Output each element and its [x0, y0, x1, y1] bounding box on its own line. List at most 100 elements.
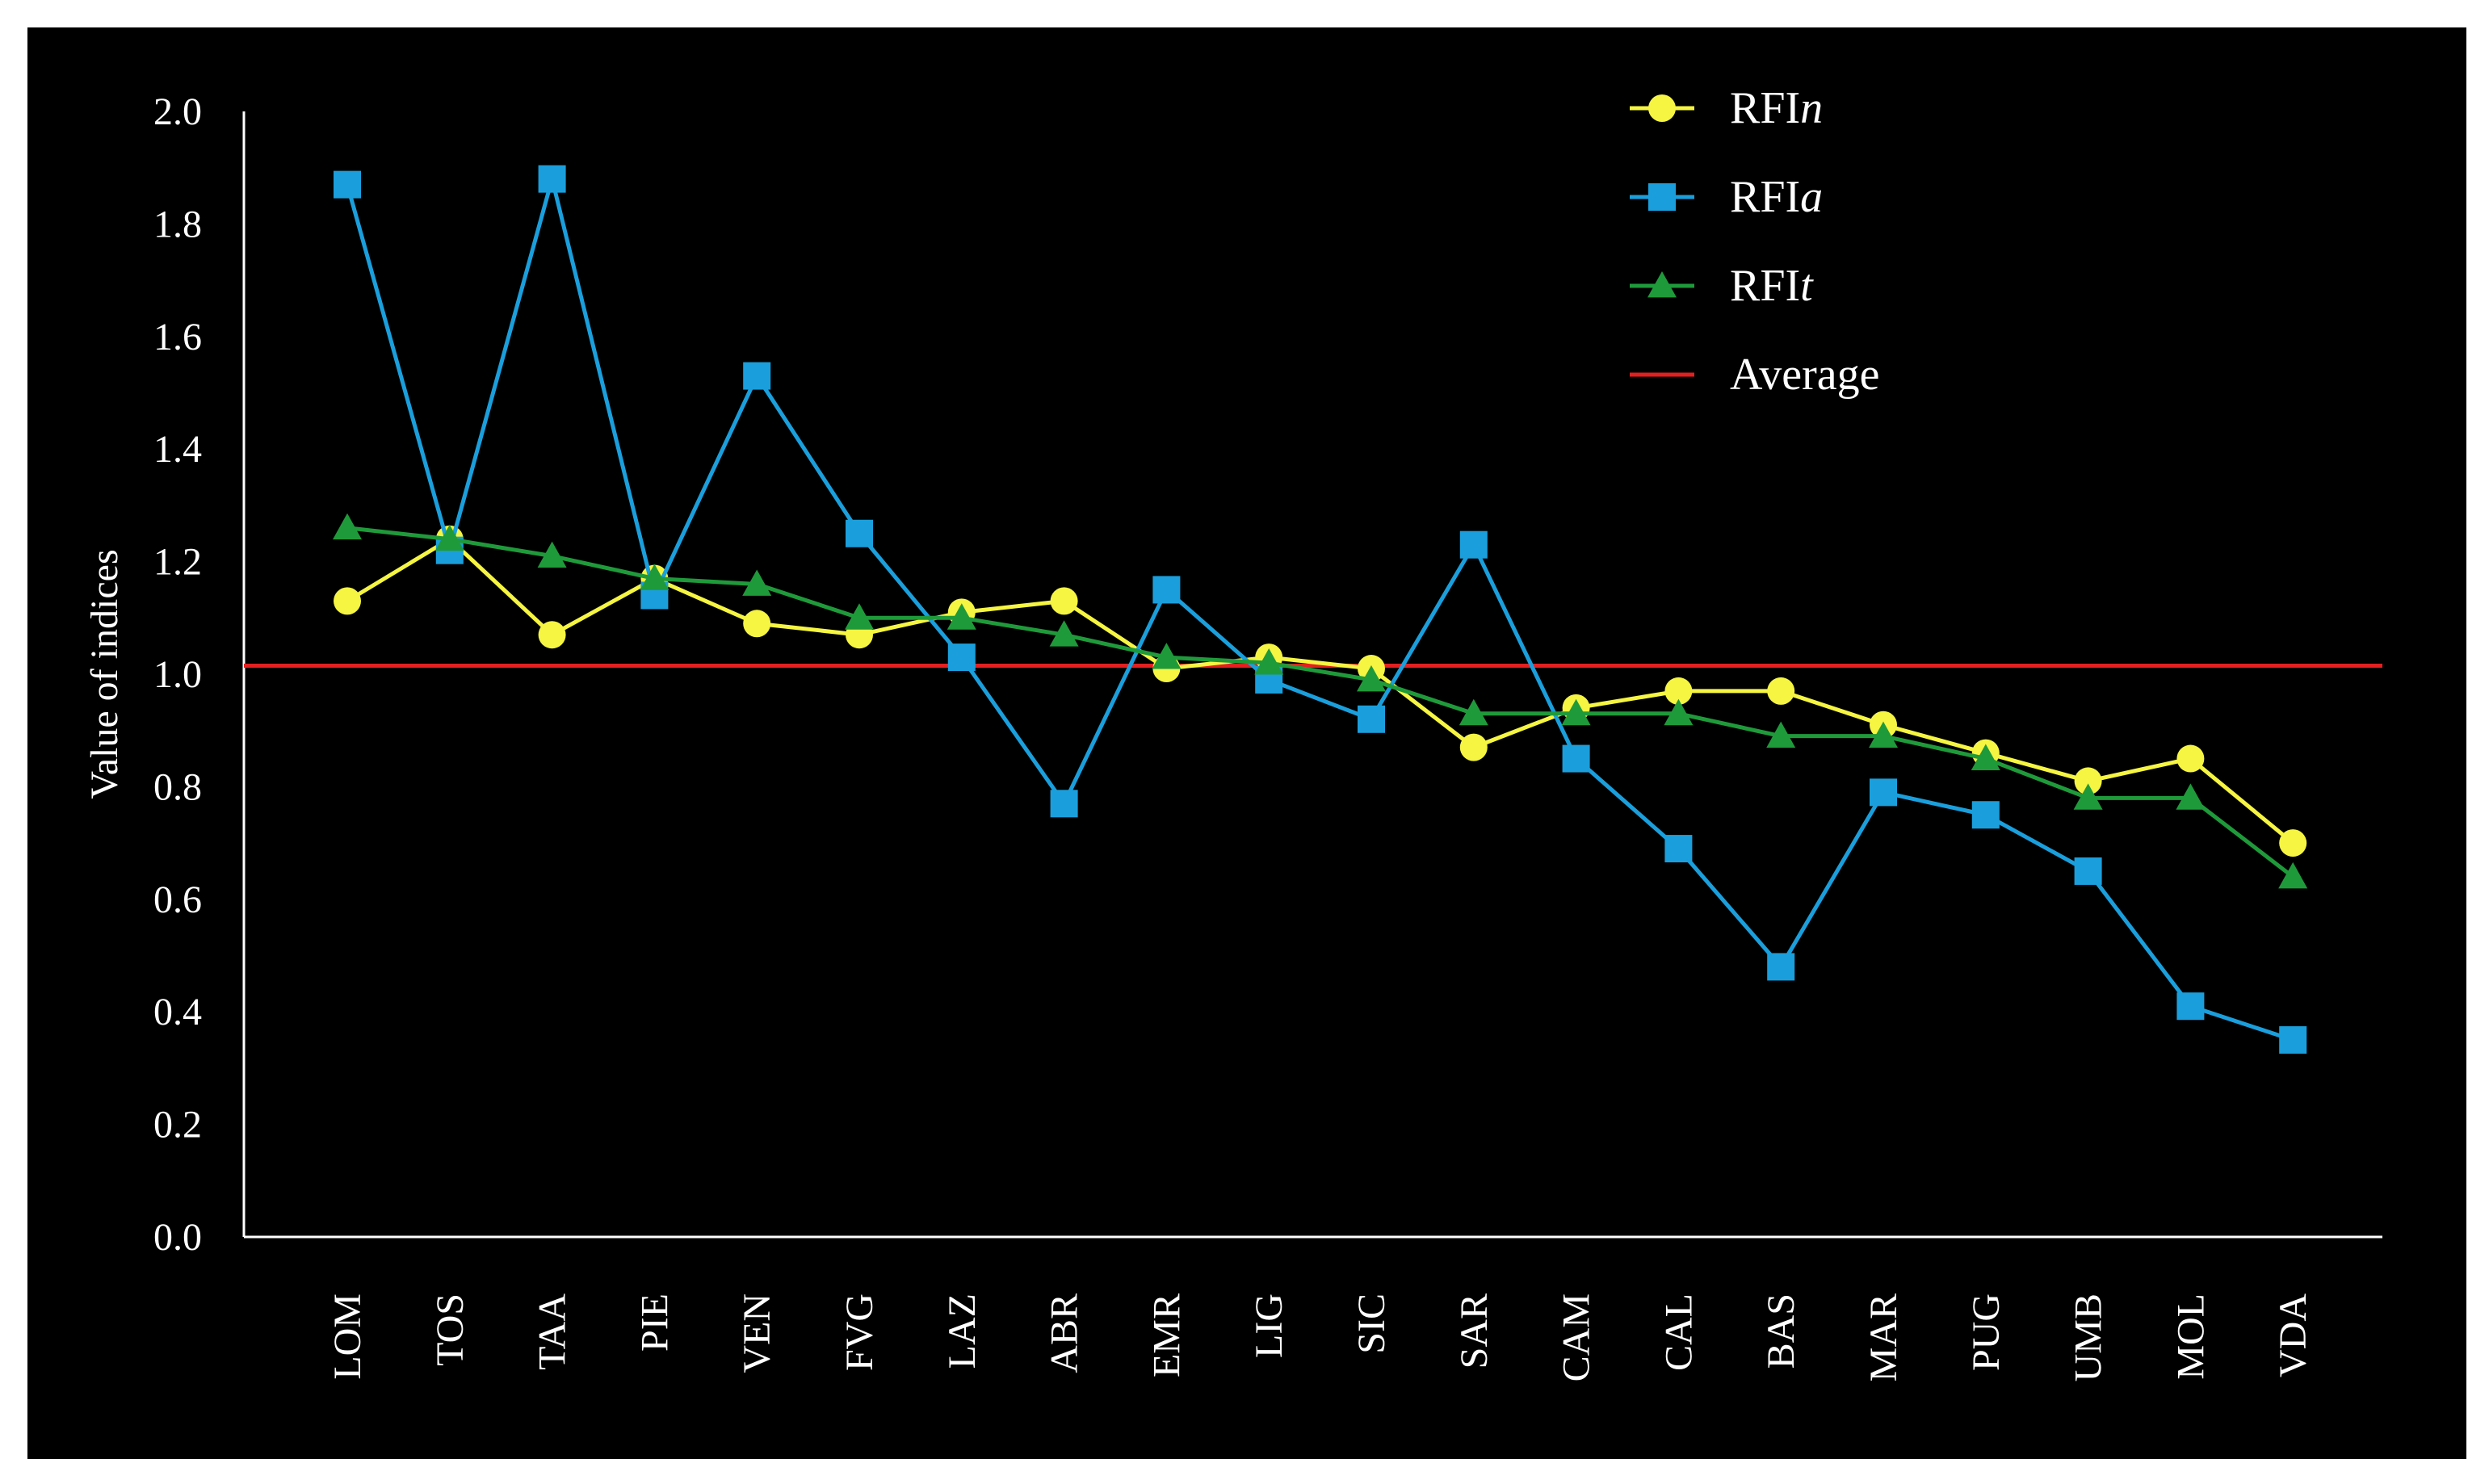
- data-point-rfia: [1152, 576, 1181, 604]
- x-category-label: LOM: [326, 1293, 369, 1380]
- data-point-rfin: [743, 610, 771, 638]
- legend-label-base: RFI: [1730, 172, 1800, 222]
- data-point-rfia: [1664, 835, 1693, 863]
- series-line-rfit: [346, 526, 2294, 878]
- data-point-rfin: [334, 587, 361, 615]
- data-point-rfit: [1664, 698, 1694, 726]
- data-point-rfit: [537, 541, 567, 568]
- data-point-rfia: [538, 165, 566, 193]
- x-category-label: SAR: [1453, 1293, 1496, 1369]
- data-point-rfia: [846, 519, 873, 547]
- data-point-rfit: [1561, 698, 1591, 726]
- series-rfia: [334, 165, 2307, 1054]
- x-category-label: VDA: [2272, 1293, 2315, 1377]
- y-tick-label: 1.4: [153, 428, 202, 471]
- legend-label-base: RFI: [1730, 261, 1800, 311]
- series-line-rfia: [345, 177, 2294, 1042]
- data-point-rfia: [1870, 778, 1897, 807]
- legend-marker-rfin: [1648, 94, 1676, 122]
- x-category-label: SIC: [1350, 1293, 1393, 1354]
- legend-label-rfit: RFIt: [1730, 261, 1814, 311]
- data-point-rfia: [1050, 790, 1078, 818]
- y-tick-label: 0.6: [153, 878, 202, 921]
- data-point-rfia: [743, 362, 771, 390]
- chart-background: [27, 27, 2466, 1459]
- legend-item-rfia: RFIa: [1630, 172, 1823, 222]
- data-point-rfia: [1562, 744, 1590, 773]
- x-category-label: TAA: [531, 1293, 574, 1370]
- data-point-rfit: [1766, 721, 1796, 748]
- legend-label-average: Average: [1730, 350, 1880, 400]
- data-point-rfit: [1049, 620, 1079, 647]
- data-point-rfit: [1869, 721, 1898, 748]
- series-line-rfin: [346, 537, 2294, 845]
- y-tick-labels: 0.0 0.2 0.4 0.6 0.8 1.0 1.2 1.4 1.6 1.8 2.0: [153, 90, 202, 1259]
- y-tick-label: 0.4: [153, 991, 202, 1033]
- data-point-rfia: [2279, 1026, 2307, 1054]
- data-point-rfia: [1358, 705, 1385, 733]
- legend-item-average: Average: [1630, 350, 1880, 400]
- x-category-label: EMR: [1145, 1293, 1188, 1377]
- y-tick-label: 1.6: [153, 316, 202, 358]
- data-point-rfin: [1459, 733, 1488, 761]
- y-axis-title: Value of indices: [83, 549, 126, 799]
- data-point-rfit: [640, 564, 669, 590]
- x-category-label: PIE: [633, 1293, 676, 1352]
- data-point-rfit: [742, 569, 772, 596]
- series-group: [333, 165, 2308, 1054]
- x-category-label: BAS: [1760, 1293, 1803, 1369]
- data-point-rfin: [2176, 744, 2205, 773]
- data-point-rfin: [1664, 677, 1693, 705]
- data-point-rfia: [334, 170, 361, 199]
- data-point-rfin: [2074, 767, 2102, 795]
- y-tick-label: 2.0: [153, 90, 202, 133]
- x-category-label: CAM: [1555, 1293, 1598, 1381]
- series-rfit: [333, 513, 2308, 889]
- x-category-label: MOL: [2169, 1293, 2212, 1380]
- data-point-rfit: [2176, 783, 2206, 810]
- data-point-rfit: [1357, 664, 1386, 692]
- data-point-rfit: [434, 524, 464, 551]
- data-point-rfin: [1767, 677, 1795, 705]
- legend-label-suffix: t: [1800, 261, 1814, 311]
- data-point-rfin: [538, 621, 566, 649]
- y-tick-label: 0.0: [153, 1216, 202, 1259]
- y-tick-label: 0.8: [153, 765, 202, 808]
- x-category-label: TOS: [429, 1293, 472, 1366]
- legend-label-rfia: RFIa: [1730, 172, 1823, 222]
- data-point-rfit: [333, 513, 362, 540]
- data-point-rfin: [2279, 829, 2307, 857]
- y-tick-label: 1.8: [153, 203, 202, 245]
- data-point-rfit: [946, 603, 976, 630]
- data-point-rfit: [1152, 643, 1182, 669]
- x-category-label: PUG: [1965, 1293, 2008, 1371]
- legend-label-suffix: a: [1800, 172, 1823, 222]
- data-point-rfin: [1050, 587, 1078, 615]
- x-category-label: LAZ: [941, 1293, 984, 1369]
- data-point-rfit: [845, 603, 874, 630]
- legend-marker-rfit: [1647, 271, 1677, 298]
- x-category-label: ABR: [1043, 1293, 1086, 1373]
- x-category-label: UMB: [2067, 1293, 2110, 1381]
- data-point-rfit: [2278, 861, 2308, 889]
- legend-label-base: RFI: [1730, 83, 1800, 133]
- data-point-rfia: [1459, 530, 1488, 559]
- data-point-rfia: [2074, 857, 2102, 885]
- y-tick-label: 1.2: [153, 541, 202, 584]
- data-point-rfit: [1971, 744, 2000, 770]
- data-point-rfit: [1459, 698, 1488, 726]
- data-point-rfit: [1254, 648, 1284, 675]
- data-point-rfia: [2176, 992, 2205, 1021]
- y-tick-label: 0.2: [153, 1104, 202, 1147]
- x-category-label: MAR: [1862, 1293, 1905, 1381]
- legend-marker-rfia: [1648, 183, 1676, 211]
- x-category-label: FVG: [838, 1293, 881, 1371]
- y-tick-label: 1.0: [153, 653, 202, 696]
- legend-label-suffix: n: [1800, 83, 1823, 133]
- legend-item-rfin: RFIn: [1630, 83, 1823, 133]
- data-point-rfia: [1971, 801, 2000, 829]
- legend-item-rfit: RFIt: [1630, 261, 1814, 311]
